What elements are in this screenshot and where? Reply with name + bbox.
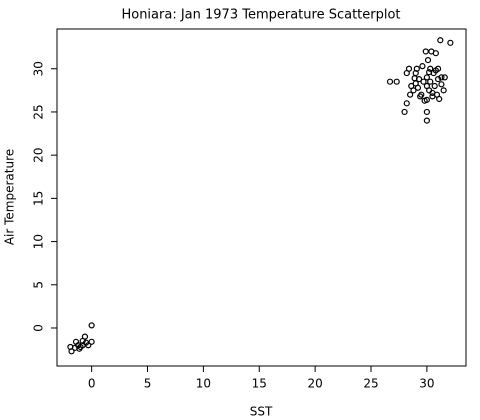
- y-tick-label: 25: [32, 104, 46, 119]
- point: [447, 39, 454, 46]
- point: [386, 78, 394, 85]
- point: [427, 78, 434, 85]
- x-tick-label: 25: [363, 377, 378, 391]
- point: [423, 74, 430, 81]
- point: [441, 74, 448, 81]
- y-tick-label: 20: [32, 148, 46, 163]
- point: [407, 91, 414, 98]
- point: [437, 37, 444, 44]
- x-tick-label: 5: [144, 377, 152, 391]
- y-tick-label: 30: [32, 61, 46, 76]
- point: [426, 69, 433, 76]
- chart-title: Honiara: Jan 1973 Temperature Scatterplo…: [121, 8, 400, 23]
- point: [414, 84, 422, 91]
- x-tick-label: 20: [307, 377, 322, 391]
- point: [408, 82, 415, 90]
- point: [432, 67, 439, 74]
- point: [423, 108, 430, 116]
- point: [403, 100, 410, 107]
- point: [438, 74, 445, 81]
- point: [67, 343, 74, 351]
- y-tick-label: 10: [32, 234, 46, 249]
- point: [79, 337, 86, 345]
- y-axis-label: Air Temperature: [3, 149, 17, 245]
- point: [427, 65, 434, 72]
- y-tick-label: 0: [32, 324, 46, 332]
- point: [423, 96, 430, 103]
- point: [417, 93, 424, 100]
- point: [422, 48, 429, 55]
- point: [434, 76, 442, 83]
- point: [424, 57, 432, 64]
- point: [429, 89, 436, 97]
- point: [393, 78, 400, 85]
- point: [413, 65, 420, 72]
- point: [76, 345, 83, 352]
- point: [72, 338, 80, 345]
- point: [423, 117, 430, 124]
- y-tick-label: 5: [32, 281, 46, 289]
- y-tick-label: 15: [32, 191, 46, 206]
- plot-frame: [56, 28, 467, 367]
- point: [431, 82, 438, 90]
- point: [438, 81, 445, 88]
- point: [401, 108, 408, 116]
- point: [88, 338, 95, 345]
- x-tick-label: 10: [196, 377, 211, 391]
- x-axis-label: SST: [250, 405, 273, 419]
- point: [88, 322, 95, 329]
- point: [405, 65, 413, 72]
- x-tick-label: 0: [88, 377, 96, 391]
- point: [432, 50, 439, 57]
- point: [411, 75, 418, 82]
- x-tick-label: 30: [419, 377, 434, 391]
- point: [85, 342, 92, 349]
- point: [419, 63, 426, 70]
- point: [436, 95, 443, 103]
- x-tick-label: 15: [252, 377, 267, 391]
- point: [420, 78, 427, 85]
- point: [440, 87, 447, 94]
